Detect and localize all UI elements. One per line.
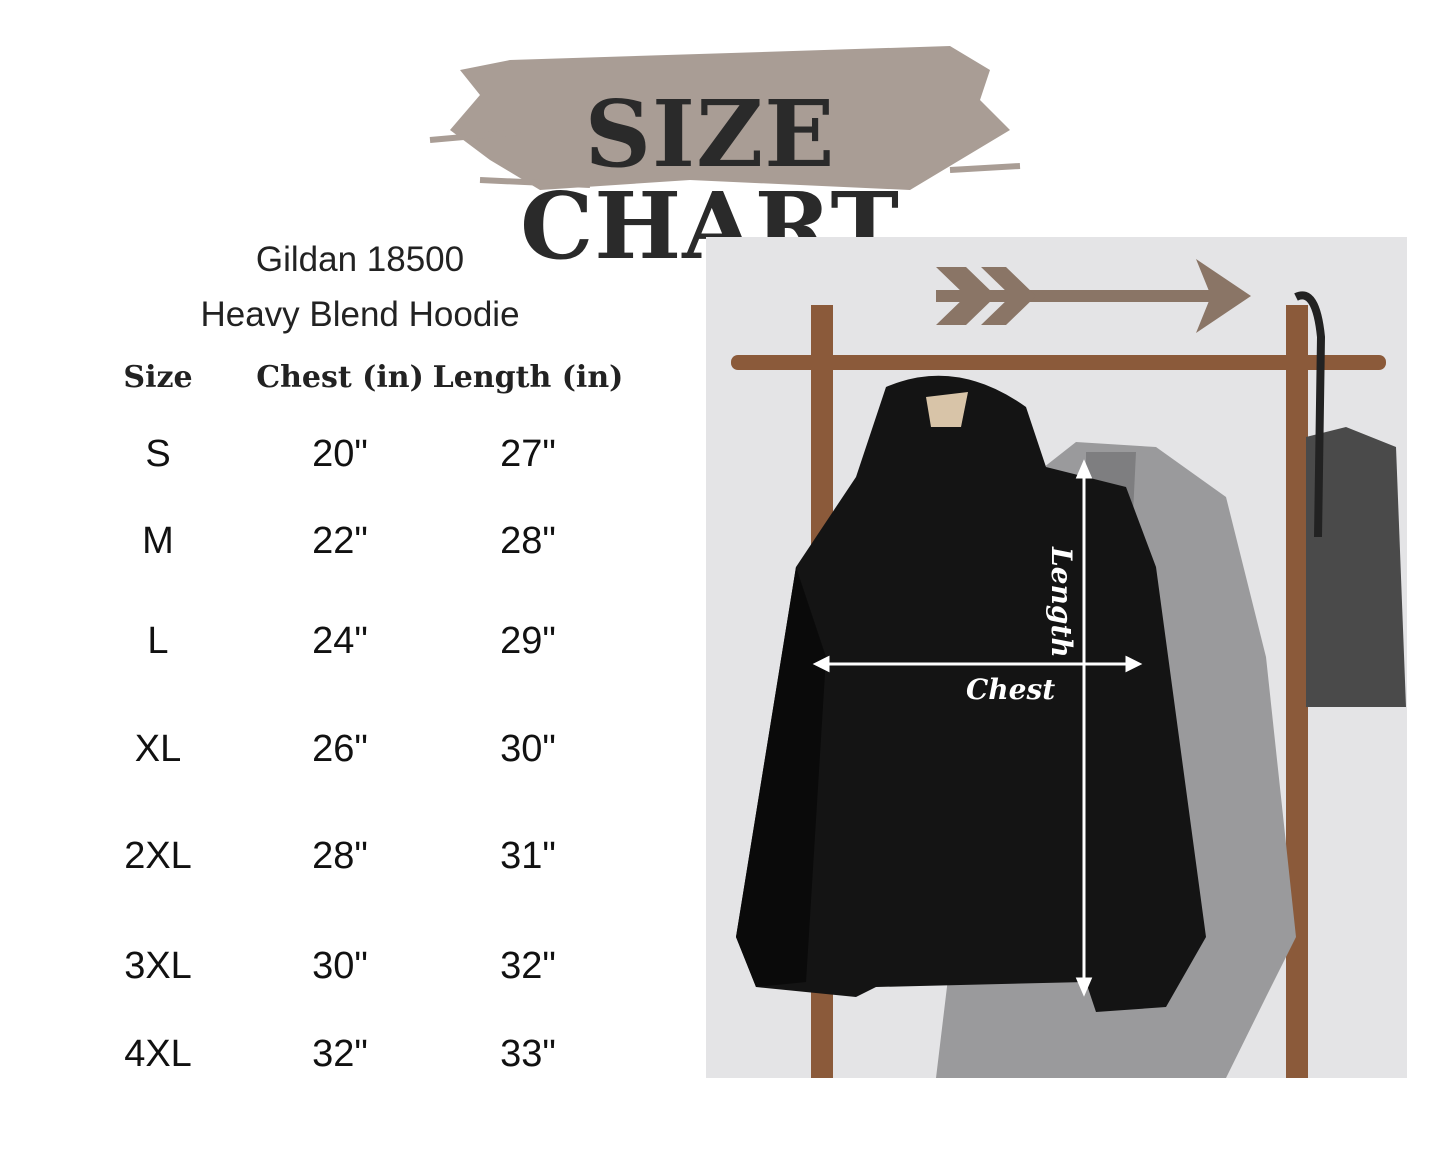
- length-label: Length: [1045, 547, 1078, 658]
- cell-size: XL: [134, 728, 182, 770]
- chest-label: Chest: [966, 673, 1056, 706]
- page-title: SIZE CHART: [520, 80, 900, 280]
- cell-size: 4XL: [124, 1033, 192, 1075]
- header-chest: Chest (in): [256, 360, 424, 395]
- cell-chest: 26": [312, 728, 368, 770]
- cell-length: 33": [500, 1033, 556, 1075]
- cell-size: L: [147, 620, 169, 662]
- cell-length: 28": [500, 520, 556, 562]
- cell-chest: 24": [312, 620, 368, 662]
- cell-length: 29": [500, 620, 556, 662]
- cell-length: 31": [500, 835, 556, 877]
- cell-length: 27": [500, 433, 556, 475]
- cell-length: 32": [500, 945, 556, 987]
- cell-chest: 20": [312, 433, 368, 475]
- cell-size: S: [145, 433, 171, 475]
- hoodie-illustration: [706, 237, 1407, 1078]
- cell-size: 3XL: [124, 945, 192, 987]
- cell-chest: 30": [312, 945, 368, 987]
- cell-chest: 22": [312, 520, 368, 562]
- product-type: Heavy Blend Hoodie: [200, 295, 520, 334]
- cell-size: M: [142, 520, 174, 562]
- cell-size: 2XL: [124, 835, 192, 877]
- product-name: Gildan 18500: [255, 240, 465, 279]
- header-length: Length (in): [432, 360, 624, 395]
- cell-length: 30": [500, 728, 556, 770]
- cell-chest: 32": [312, 1033, 368, 1075]
- cell-chest: 28": [312, 835, 368, 877]
- header-size: Size: [123, 360, 193, 395]
- hoodie-photo: Length Chest: [706, 237, 1407, 1078]
- title-banner: SIZE CHART: [390, 40, 1030, 272]
- wooden-arrow-decoration: [936, 259, 1251, 333]
- measurement-arrows: [812, 459, 1143, 997]
- brush-stroke-decoration: [429, 46, 1021, 190]
